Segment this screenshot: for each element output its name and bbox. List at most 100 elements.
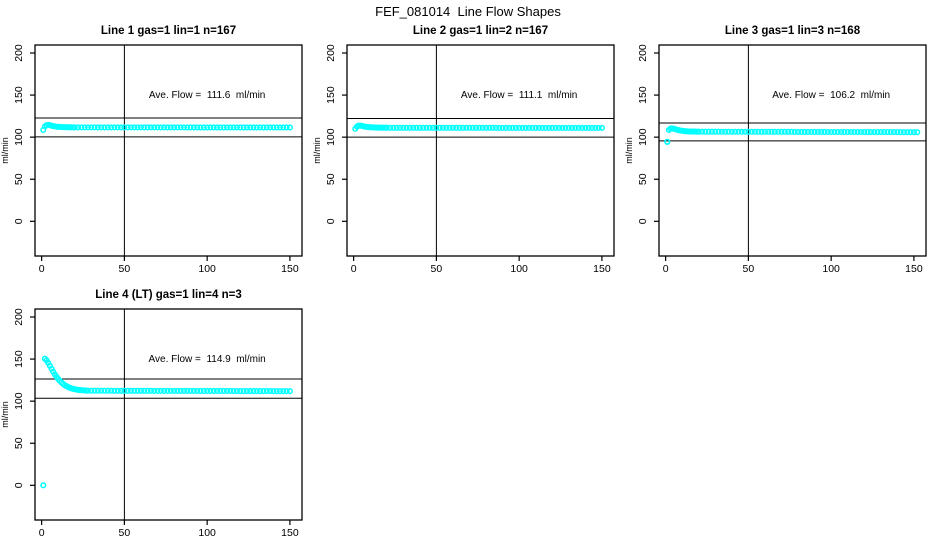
data-point: [233, 388, 240, 395]
chart-svg: Line 4 (LT) gas=1 lin=4 n=3 0 50 100 150 0 50 1…: [0, 289, 303, 539]
data-point: [559, 124, 566, 131]
data-point: [755, 128, 762, 135]
data-point: [443, 124, 450, 131]
data-point: [98, 124, 105, 131]
data-point: [124, 387, 131, 394]
data-point: [785, 128, 792, 135]
data-point: [824, 128, 831, 136]
data-point: [260, 124, 267, 131]
data-point: [144, 387, 151, 394]
data-point: [851, 128, 858, 136]
data-point: [174, 387, 181, 394]
data-point: [466, 124, 473, 131]
data-point: [579, 124, 586, 131]
x-tick-label: 0: [39, 263, 45, 275]
data-point: [828, 128, 835, 136]
data-point: [838, 128, 845, 136]
data-point: [164, 387, 171, 394]
data-point: [453, 124, 460, 131]
data-point: [410, 124, 417, 131]
data-point: [111, 387, 118, 394]
data-point: [108, 387, 115, 394]
x-axis: 0 50 100 150: [351, 256, 611, 275]
data-point: [479, 124, 486, 131]
data-point: [220, 387, 227, 395]
data-point: [111, 124, 118, 131]
data-point: [857, 128, 864, 136]
data-point: [134, 124, 141, 131]
y-tick-label: 150: [325, 86, 337, 104]
data-point: [237, 388, 244, 395]
y-axis: 0 50 100 150 200: [13, 308, 35, 488]
data-point: [426, 124, 433, 131]
data-point: [161, 387, 168, 394]
data-point: [200, 124, 207, 131]
data-point: [725, 128, 732, 135]
data-point: [207, 387, 214, 395]
data-point: [598, 124, 605, 131]
y-tick-label: 200: [325, 44, 337, 62]
data-point: [715, 128, 722, 135]
data-point: [174, 124, 181, 131]
data-point: [154, 387, 161, 394]
data-point: [114, 124, 121, 131]
data-point: [283, 124, 290, 131]
data-point: [761, 128, 768, 135]
subplot-title: Line 1 gas=1 lin=1 n=167: [101, 25, 236, 37]
data-point: [745, 128, 752, 135]
data-point: [499, 124, 506, 131]
data-point: [834, 128, 841, 136]
data-point: [141, 387, 148, 394]
data-point: [383, 124, 390, 131]
data-point: [844, 128, 851, 136]
subplot-line-3: Line 3 gas=1 lin=3 n=168 0 50 100 150 0 50 100 1…: [624, 18, 936, 276]
x-tick-label: 100: [198, 527, 216, 539]
data-point: [545, 124, 552, 131]
ave-flow-annotation: Ave. Flow = 111.1 ml/min: [461, 90, 577, 101]
data-point: [897, 129, 904, 136]
data-point: [127, 124, 135, 131]
data-point: [867, 129, 874, 136]
y-tick-label: 50: [637, 173, 649, 185]
data-point: [94, 387, 101, 394]
data-point: [147, 387, 154, 394]
data-point: [194, 124, 201, 131]
y-tick-label: 50: [13, 173, 25, 185]
data-point: [134, 387, 141, 394]
data-point: [91, 387, 98, 394]
chart-svg: Line 1 gas=1 lin=1 n=167 0 50 100 150 0 50 100 1…: [0, 25, 303, 275]
data-point: [861, 129, 868, 136]
data-point: [831, 128, 838, 136]
data-point: [575, 124, 582, 131]
y-tick-label: 150: [637, 86, 649, 104]
data-point: [894, 129, 901, 136]
y-axis: 0 50 100 150 200: [13, 44, 35, 224]
data-point: [400, 124, 407, 131]
data-point: [273, 388, 280, 395]
plot-box: [34, 44, 303, 257]
data-point: [811, 128, 818, 135]
data-point: [223, 387, 231, 395]
subplot-title: Line 3 gas=1 lin=3 n=168: [725, 25, 861, 37]
data-point: [250, 388, 257, 395]
data-point: [871, 129, 878, 136]
data-point: [758, 128, 765, 135]
data-point: [104, 387, 111, 394]
x-tick-label: 50: [119, 527, 131, 539]
data-point: [582, 124, 589, 131]
data-point: [151, 124, 158, 131]
data-point: [84, 124, 92, 131]
data-point: [751, 128, 759, 135]
data-point: [263, 124, 270, 131]
data-point: [808, 128, 815, 135]
data-point: [187, 124, 194, 131]
data-point: [881, 129, 888, 136]
data-point: [170, 124, 178, 131]
data-point: [177, 387, 184, 394]
x-axis: 0 50 100 150: [39, 520, 299, 539]
data-point: [214, 124, 221, 131]
data-point: [509, 124, 516, 131]
x-tick-label: 50: [743, 263, 755, 275]
data-point: [270, 388, 277, 395]
data-point: [118, 387, 125, 394]
